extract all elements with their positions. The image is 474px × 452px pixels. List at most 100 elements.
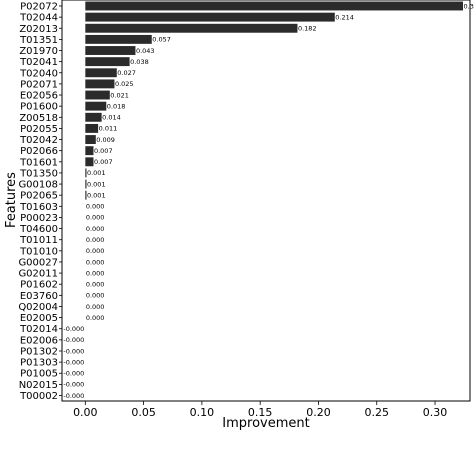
bar-value-label: 0.014 [102, 114, 121, 122]
bar [85, 101, 107, 111]
y-tick-label: P01302 [20, 346, 58, 357]
y-tick-label: P01303 [20, 358, 58, 369]
x-tick-label: 0.25 [364, 406, 389, 419]
x-ticks: 0.00 0.05 0.10 0.15 0.20 0.25 0.30 [73, 401, 447, 419]
y-tick-labels: P02072T02044Z02013T01351Z01970T02041T020… [18, 2, 62, 402]
bar-value-label: 0.025 [115, 80, 134, 88]
y-tick-label: Z00518 [19, 113, 58, 124]
bar [85, 179, 87, 189]
bar [85, 68, 117, 78]
bar-value-label: 0.018 [107, 102, 126, 110]
bar-value-label: 0.000 [86, 314, 105, 322]
y-tick-label: Z01970 [19, 46, 58, 57]
y-tick-label: P02055 [20, 124, 58, 135]
bar [85, 1, 464, 11]
bar [85, 168, 87, 178]
plot-area [61, 0, 471, 402]
bar-value-label: 0.043 [136, 47, 155, 55]
y-tick-label: Q02004 [18, 302, 58, 313]
bar [85, 112, 102, 122]
bar-value-label: 0.000 [86, 247, 105, 255]
bar [85, 157, 94, 167]
y-tick-label: E02006 [20, 335, 58, 346]
y-tick-label: G02011 [18, 269, 58, 280]
y-tick-label: P01602 [20, 280, 58, 291]
bar-value-label: 0.007 [94, 158, 113, 166]
bar-value-label: 0.009 [96, 136, 115, 144]
y-tick-label: E02005 [20, 313, 58, 324]
bar-value-label: -0.000 [63, 358, 84, 366]
bar-value-label: 0.011 [99, 125, 118, 133]
bar-value-label: 0.000 [86, 292, 105, 300]
y-tick-label: P01005 [20, 369, 58, 380]
bar [85, 79, 115, 89]
bar [85, 123, 99, 133]
bar-value-label: 0.214 [335, 13, 354, 21]
y-tick-label: G00108 [18, 180, 58, 191]
y-tick-label: T01351 [19, 35, 58, 46]
bar [85, 46, 136, 55]
bar-value-label: 0.000 [86, 258, 105, 266]
bar-value-label: 0.021 [110, 91, 129, 99]
bar-value-label: 0.324 [464, 2, 474, 10]
y-tick-label: T02041 [19, 57, 58, 68]
bar-value-label: 0.027 [117, 69, 136, 77]
bar-value-label: 0.001 [87, 191, 106, 199]
x-tick-label: 0.00 [73, 406, 98, 419]
y-tick-label: P02071 [20, 79, 58, 90]
y-tick-label: Z02013 [19, 24, 58, 35]
y-tick-label: T01350 [19, 168, 58, 179]
y-tick-label: P00023 [20, 213, 58, 224]
bar-value-label: -0.000 [63, 336, 84, 344]
x-tick-label: 0.30 [423, 406, 448, 419]
bar-value-label: 0.000 [86, 225, 105, 233]
bar-value-label: 0.038 [130, 58, 149, 66]
bar [85, 135, 96, 144]
bar-value-label: -0.000 [63, 381, 84, 389]
y-tick-label: P02072 [20, 2, 58, 13]
bar-value-label: 0.000 [86, 236, 105, 244]
bar-value-label: -0.000 [63, 347, 84, 355]
bar-value-label: 0.057 [152, 36, 171, 44]
y-tick-label: T02014 [19, 324, 58, 335]
y-axis-label: Features [4, 172, 19, 228]
bar-value-label: 0.000 [86, 214, 105, 222]
bar [85, 90, 110, 100]
y-tick-label: N02015 [19, 380, 58, 391]
y-tick-label: T01603 [19, 202, 58, 213]
bar-value-label: 0.000 [86, 281, 105, 289]
y-tick-label: T01011 [19, 235, 58, 246]
y-tick-label: G00027 [18, 257, 58, 268]
y-tick-label: P02066 [20, 146, 58, 157]
bar [85, 57, 130, 67]
x-tick-label: 0.20 [306, 406, 331, 419]
x-tick-label: 0.10 [190, 406, 215, 419]
y-tick-label: T02044 [19, 13, 58, 24]
x-tick-label: 0.15 [248, 406, 273, 419]
bar-value-label: 0.000 [86, 269, 105, 277]
y-tick-label: T00002 [19, 391, 58, 402]
y-tick-label: E03760 [20, 291, 58, 302]
bar [85, 12, 335, 22]
y-tick-label: T02042 [19, 135, 58, 146]
bar-value-label: -0.000 [63, 325, 84, 333]
bars-layer: 0.324 0.214 0.182 0.057 0.043 0.038 0.027 0.025… [63, 1, 474, 400]
bar-value-label: 0.007 [94, 147, 113, 155]
bar-value-label: -0.000 [63, 392, 84, 400]
bar [85, 146, 94, 156]
y-tick-label: T01601 [19, 157, 58, 168]
y-tick-label: T04600 [19, 224, 58, 235]
y-tick-label: T01010 [19, 246, 58, 257]
bar [85, 23, 298, 33]
y-tick-label: P02065 [20, 191, 58, 202]
y-tick-label: T02040 [19, 68, 58, 79]
x-axis-label: Improvement [222, 416, 309, 431]
y-tick-label: E02056 [20, 91, 58, 102]
bar-value-label: 0.182 [298, 25, 317, 33]
bar-value-label: -0.000 [63, 370, 84, 378]
bar-value-label: 0.001 [87, 169, 106, 177]
bar-value-label: 0.001 [87, 180, 106, 188]
y-tick-label: P01600 [20, 102, 58, 113]
x-tick-label: 0.05 [131, 406, 156, 419]
